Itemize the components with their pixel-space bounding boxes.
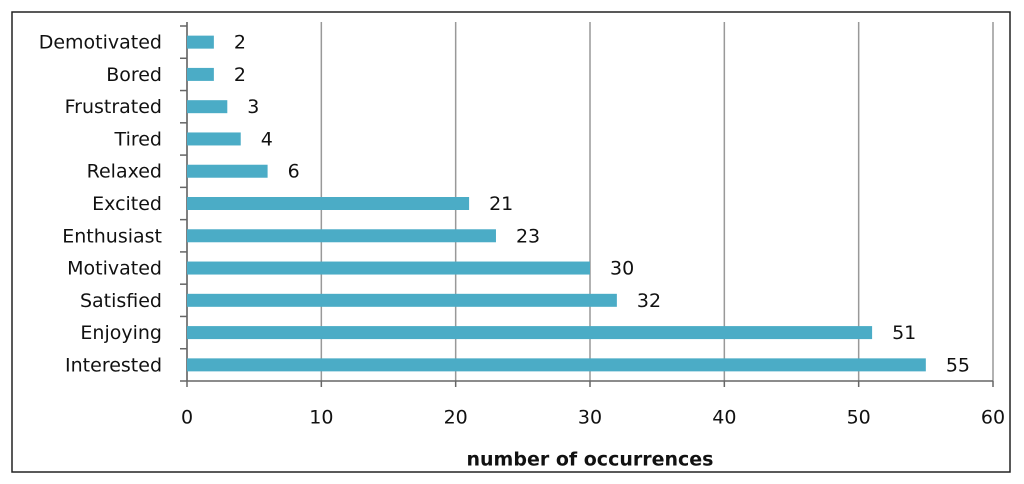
- y-tick-label: Demotivated: [39, 32, 162, 54]
- bar: [187, 100, 228, 114]
- x-tick-label: 20: [444, 407, 468, 429]
- y-tick-label: Enthusiast: [62, 225, 162, 247]
- y-tick-label: Tired: [114, 128, 162, 150]
- value-label: 32: [637, 290, 661, 312]
- y-tick-label: Relaxed: [87, 161, 162, 183]
- value-label: 3: [247, 96, 259, 118]
- bar: [187, 358, 926, 372]
- x-tick-label: 10: [309, 407, 333, 429]
- y-tick-label: Excited: [92, 193, 162, 215]
- y-tick-label: Interested: [65, 354, 162, 376]
- value-label: 30: [610, 258, 634, 280]
- bar: [187, 293, 617, 307]
- y-tick-label: Enjoying: [80, 322, 162, 344]
- value-label: 51: [892, 322, 916, 344]
- bar: [187, 67, 214, 81]
- value-label: 4: [261, 128, 273, 150]
- x-tick-label: 30: [578, 407, 602, 429]
- value-label: 55: [946, 354, 970, 376]
- bar: [187, 326, 873, 340]
- bar: [187, 197, 470, 210]
- bar: [187, 261, 590, 275]
- chart-border: [11, 11, 1011, 473]
- y-tick-label: Frustrated: [65, 96, 162, 118]
- y-tick-label: Satisfied: [80, 290, 162, 312]
- value-label: 23: [516, 225, 540, 247]
- value-label: 2: [234, 32, 246, 54]
- x-tick-label: 50: [847, 407, 871, 429]
- bar: [187, 35, 214, 49]
- x-axis-title: number of occurrences: [467, 449, 714, 471]
- x-tick-label: 40: [712, 407, 736, 429]
- bar: [187, 229, 496, 243]
- y-tick-label: Bored: [106, 64, 162, 86]
- x-tick-label: 60: [981, 407, 1005, 429]
- value-label: 2: [234, 64, 246, 86]
- bar: [187, 164, 268, 178]
- bar: [187, 132, 241, 146]
- value-label: 6: [288, 161, 300, 183]
- value-label: 21: [489, 193, 513, 215]
- y-tick-label: Motivated: [67, 258, 162, 280]
- x-tick-label: 0: [181, 407, 193, 429]
